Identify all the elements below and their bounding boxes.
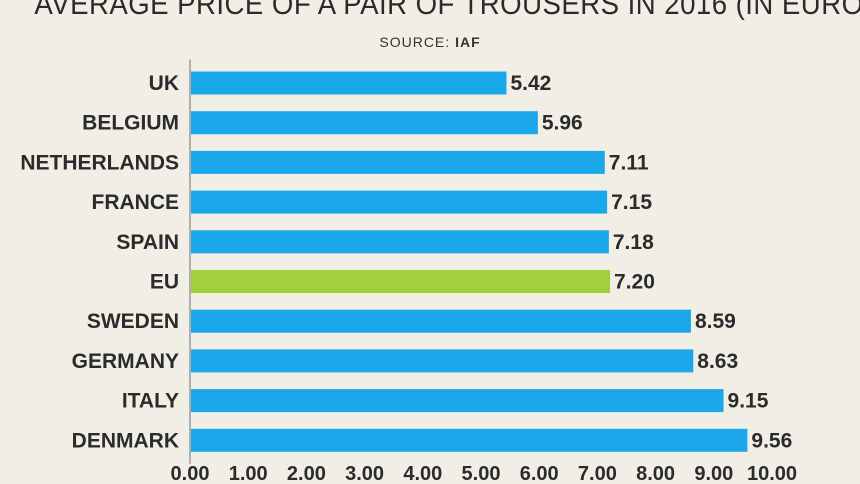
x-tick-label: 4.00 <box>403 463 442 484</box>
bar-germany <box>191 349 694 373</box>
value-label-netherlands: 7.11 <box>609 151 649 174</box>
bar-uk <box>191 71 507 95</box>
category-label-france: FRANCE <box>92 191 180 214</box>
category-label-spain: SPAIN <box>116 231 179 254</box>
bar-eu <box>191 270 611 293</box>
chart-source: SOURCE: IAF <box>0 34 860 50</box>
value-label-belgium: 5.96 <box>542 112 583 135</box>
category-label-netherlands: NETHERLANDS <box>20 151 179 174</box>
x-tick-label: 10.00 <box>747 463 797 484</box>
x-tick-label: 6.00 <box>520 463 559 484</box>
category-label-belgium: BELGIUM <box>82 112 179 135</box>
x-tick-label: 1.00 <box>229 463 268 484</box>
value-label-france: 7.15 <box>611 191 652 214</box>
category-label-italy: ITALY <box>122 390 179 413</box>
x-tick-label: 8.00 <box>636 463 675 484</box>
bar-france <box>191 190 608 214</box>
category-label-uk: UK <box>149 72 179 95</box>
value-label-sweden: 8.59 <box>695 310 736 333</box>
x-tick-label: 2.00 <box>287 463 326 484</box>
bar-belgium <box>191 111 538 135</box>
value-label-italy: 9.15 <box>728 390 769 413</box>
bar-spain <box>191 230 609 254</box>
bar-netherlands <box>191 150 605 174</box>
x-tick-label: 5.00 <box>462 463 501 484</box>
x-tick-label: 3.00 <box>345 463 384 484</box>
x-tick-label: 7.00 <box>578 463 617 484</box>
chart-title: AVERAGE PRICE OF A PAIR OF TROUSERS IN 2… <box>34 0 860 21</box>
source-name: IAF <box>455 34 481 50</box>
bar-italy <box>191 389 724 413</box>
value-label-denmark: 9.56 <box>751 429 792 452</box>
value-label-germany: 8.63 <box>697 350 738 373</box>
x-tick-label: 0.00 <box>171 463 210 484</box>
x-tick-label: 9.00 <box>694 463 733 484</box>
category-label-denmark: DENMARK <box>72 429 179 452</box>
bar-sweden <box>191 309 691 333</box>
value-label-uk: 5.42 <box>510 72 551 95</box>
category-label-germany: GERMANY <box>72 350 179 373</box>
bar-denmark <box>191 428 748 452</box>
value-label-eu: 7.20 <box>614 271 655 294</box>
value-label-spain: 7.18 <box>613 231 654 254</box>
category-label-eu: EU <box>150 271 179 294</box>
source-prefix: SOURCE: <box>379 34 451 50</box>
category-label-sweden: SWEDEN <box>87 310 179 333</box>
